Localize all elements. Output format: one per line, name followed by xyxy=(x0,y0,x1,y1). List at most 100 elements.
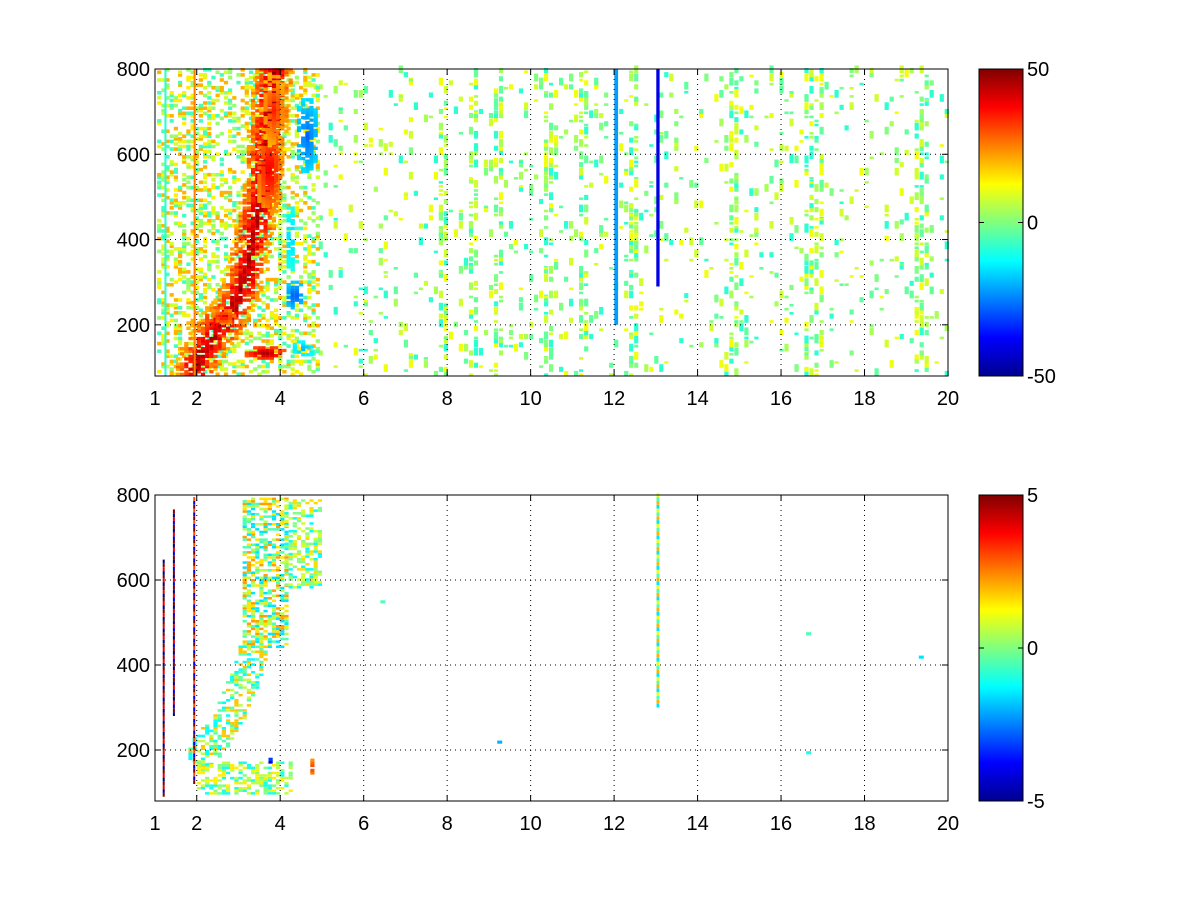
heatmap-cell xyxy=(478,365,484,368)
heatmap-cell xyxy=(924,84,929,90)
heatmap-cell xyxy=(253,257,258,261)
heatmap-cell xyxy=(253,234,258,238)
heatmap-cell xyxy=(498,342,504,348)
heatmap-cell xyxy=(443,100,448,106)
heatmap-cell xyxy=(261,168,266,173)
heatmap-cell xyxy=(257,197,262,201)
heatmap-cell xyxy=(261,199,266,203)
heatmap-cell xyxy=(309,522,314,525)
heatmap-cell xyxy=(236,116,241,121)
heatmap-cell xyxy=(238,214,243,218)
heatmap-cell xyxy=(629,170,634,176)
heatmap-cell xyxy=(161,208,166,213)
heatmap-cell xyxy=(173,265,178,269)
heatmap-cell xyxy=(182,111,187,116)
heatmap-cell xyxy=(186,180,191,185)
heatmap-cell xyxy=(259,129,264,133)
heatmap-cell xyxy=(634,313,639,319)
heatmap-cell xyxy=(278,221,283,226)
heatmap-cell xyxy=(734,111,739,115)
heatmap-cell xyxy=(221,747,226,750)
heatmap-cell xyxy=(221,283,226,287)
heatmap-cell xyxy=(169,282,174,287)
heatmap-cell xyxy=(190,134,195,139)
heatmap-cell xyxy=(338,108,343,114)
heatmap-cell xyxy=(288,545,293,548)
heatmap-cell xyxy=(296,578,302,581)
heatmap-cell xyxy=(263,219,268,223)
heatmap-cell xyxy=(284,73,289,77)
heatmap-cell xyxy=(161,172,166,177)
heatmap-cell xyxy=(309,126,314,130)
heatmap-cell xyxy=(267,226,272,231)
heatmap-cell xyxy=(473,297,479,303)
heatmap-cell xyxy=(207,155,212,159)
heatmap-cell xyxy=(221,706,226,710)
heatmap-cell xyxy=(261,334,266,338)
heatmap-cell xyxy=(255,109,260,113)
heatmap-cell xyxy=(282,213,287,218)
heatmap-cell xyxy=(549,332,554,336)
heatmap-cell xyxy=(186,298,191,302)
heatmap-cell xyxy=(248,334,254,338)
heatmap-cell xyxy=(203,282,208,287)
heatmap-cell xyxy=(286,290,291,295)
heatmap-cell xyxy=(165,254,170,259)
heatmap-cell xyxy=(259,247,264,251)
heatmap-cell xyxy=(315,73,320,77)
heatmap-cell xyxy=(259,111,264,115)
heatmap-cell xyxy=(213,739,218,743)
heatmap-cell xyxy=(173,198,178,203)
heatmap-cell xyxy=(301,98,306,102)
heatmap-cell xyxy=(223,80,229,85)
heatmap-cell xyxy=(263,543,268,546)
heatmap-cell xyxy=(269,148,274,152)
heatmap-cell xyxy=(554,290,559,299)
heatmap-cell xyxy=(234,288,239,292)
heatmap-cell xyxy=(246,244,251,249)
heatmap-cell xyxy=(234,293,239,297)
heatmap-cell xyxy=(579,197,584,200)
y-tick-label: 400 xyxy=(117,230,150,252)
heatmap-cell xyxy=(443,249,448,258)
heatmap-cell xyxy=(704,73,709,82)
heatmap-cell xyxy=(458,221,463,229)
heatmap-cell xyxy=(784,145,789,151)
heatmap-cell xyxy=(169,91,174,95)
heatmap-cell xyxy=(267,622,272,625)
heatmap-cell xyxy=(265,166,270,170)
heatmap-cell xyxy=(269,221,274,226)
heatmap-cell xyxy=(261,252,266,256)
heatmap-cell xyxy=(413,190,418,196)
heatmap-cell xyxy=(584,283,589,286)
heatmap-cell xyxy=(729,262,734,266)
heatmap-cell xyxy=(674,192,679,200)
heatmap-cell xyxy=(729,290,734,299)
heatmap-cell xyxy=(242,193,247,197)
heatmap-cell xyxy=(629,223,634,229)
heatmap-cell xyxy=(278,344,283,348)
heatmap-cell xyxy=(221,293,226,297)
heatmap-cell xyxy=(278,206,283,210)
heatmap-cell xyxy=(473,111,479,115)
heatmap-cell xyxy=(443,260,448,266)
heatmap-cell xyxy=(311,198,316,203)
heatmap-cell xyxy=(534,294,539,303)
heatmap-cell xyxy=(589,334,594,340)
heatmap-cell xyxy=(265,186,270,191)
heatmap-cell xyxy=(278,295,283,300)
heatmap-cell xyxy=(604,121,609,127)
heatmap-cell xyxy=(198,180,203,185)
heatmap-cell xyxy=(198,91,203,95)
heatmap-cell xyxy=(924,262,929,266)
heatmap-cell xyxy=(255,622,260,625)
heatmap-cell xyxy=(529,188,534,196)
heatmap-cell xyxy=(217,744,222,748)
heatmap-cell xyxy=(584,126,589,135)
heatmap-cell xyxy=(719,76,724,82)
heatmap-cell xyxy=(734,104,739,110)
heatmap-cell xyxy=(186,280,191,284)
heatmap-cell xyxy=(493,301,499,307)
heatmap-cell xyxy=(296,568,302,571)
heatmap-cell xyxy=(443,274,448,282)
